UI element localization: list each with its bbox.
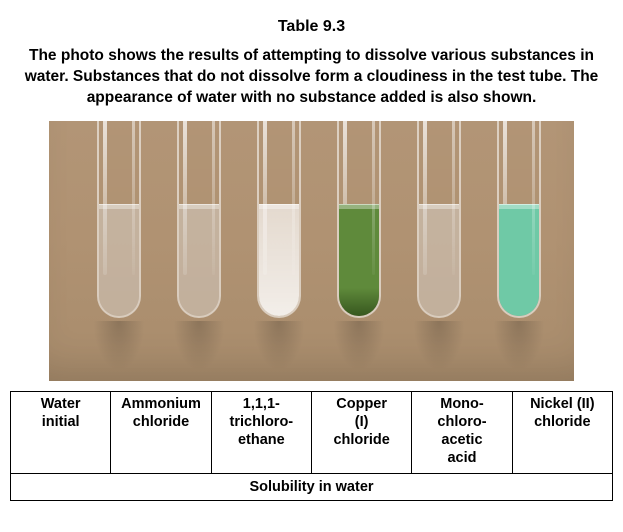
- liquid-monochloroacetic: [419, 204, 459, 316]
- caption-text: The photo shows the results of attemptin…: [20, 46, 603, 109]
- column-header-0: Waterinitial: [11, 391, 111, 474]
- column-header-1: Ammoniumchloride: [111, 391, 211, 474]
- test-tube-photo: [49, 121, 574, 381]
- tube-shadow: [493, 321, 545, 371]
- table-title: Table 9.3: [10, 18, 613, 36]
- tube-nickel-chloride: [497, 121, 541, 318]
- tube-shadow: [413, 321, 465, 371]
- tube-ammonium-chloride: [177, 121, 221, 318]
- tube-copper-chloride: [337, 121, 381, 318]
- substance-table: WaterinitialAmmoniumchloride1,1,1-trichl…: [10, 391, 613, 502]
- liquid-nickel-chloride: [499, 204, 539, 316]
- tube-shadow: [173, 321, 225, 371]
- column-header-2: 1,1,1-trichloro-ethane: [211, 391, 311, 474]
- tube-water-initial: [97, 121, 141, 318]
- column-header-4: Mono-chloro-aceticacid: [412, 391, 512, 474]
- column-header-3: Copper(I)chloride: [311, 391, 411, 474]
- footer-cell: Solubility in water: [11, 474, 613, 501]
- tube-trichloroethane: [257, 121, 301, 318]
- liquid-ammonium-chloride: [179, 204, 219, 316]
- liquid-copper-chloride: [339, 204, 379, 316]
- liquid-water-initial: [99, 204, 139, 316]
- tube-shadow: [93, 321, 145, 371]
- photo-container: [10, 121, 613, 381]
- footer-row: Solubility in water: [11, 474, 613, 501]
- substance-header-row: WaterinitialAmmoniumchloride1,1,1-trichl…: [11, 391, 613, 474]
- column-header-5: Nickel (II)chloride: [512, 391, 612, 474]
- liquid-trichloroethane: [259, 204, 299, 316]
- tube-shadow: [253, 321, 305, 371]
- tube-shadow: [333, 321, 385, 371]
- tube-monochloroacetic: [417, 121, 461, 318]
